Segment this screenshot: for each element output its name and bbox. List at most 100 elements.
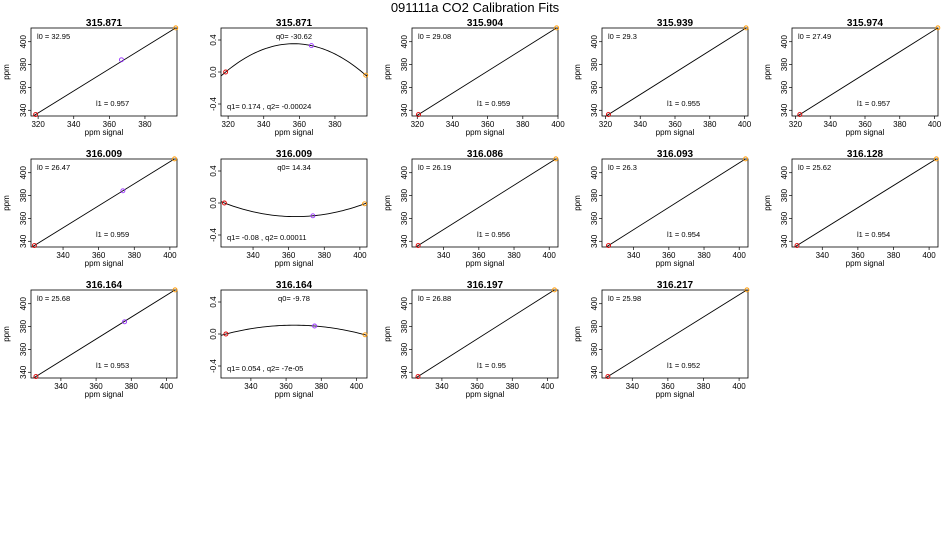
x-axis-label: ppm signal [656,128,695,137]
x-tick-label: 360 [92,251,106,260]
panel-title: 315.974 [847,18,884,29]
x-tick-label: 380 [315,382,329,391]
x-tick-label: 340 [435,382,449,391]
fit-slope-label: l1 = 0.957 [857,99,890,108]
y-tick-label: 360 [590,211,599,225]
fit-group [31,159,176,247]
x-axis-label: ppm signal [275,259,314,268]
data-point-mid [120,188,126,194]
y-tick-label: 380 [19,57,28,71]
plot-frame [30,27,178,117]
data-point-high [743,25,749,31]
data-point-mid [308,43,314,49]
x-axis-label: ppm signal [656,390,695,399]
x-tick-label: 380 [125,382,139,391]
y-tick-label: -0.4 [209,359,218,373]
fit-intercept-label: l0 = 26.3 [608,163,637,172]
y-tick-label: 360 [400,80,409,94]
panel-title: 316.217 [657,280,694,291]
data-point-low [221,200,227,206]
y-tick-label: 340 [400,103,409,117]
data-point-high [554,25,560,31]
fit-slope-label: l1 = 0.956 [477,230,510,239]
x-tick-label: 340 [627,251,641,260]
y-tick-label: 340 [400,365,409,379]
data-point-low [605,112,611,117]
fit-group [32,290,176,378]
y-tick-label: 0.4 [209,296,218,308]
fit-group [793,159,938,247]
panel-8: 316.086 340 360 380 400 340 360 380 400 ppm signa… [383,149,559,268]
y-tick-label: 400 [400,165,409,179]
y-axis-label: ppm [763,64,772,80]
fit-line [605,159,747,247]
panel-title: 316.009 [276,149,313,160]
y-tick-label: 340 [780,103,789,117]
y-tick-label: 360 [780,211,789,225]
y-axis-label: ppm [383,326,392,342]
fit-q0-label: q0= -30.62 [276,32,312,41]
x-tick-label: 340 [67,120,81,129]
x-tick-label: 360 [470,382,484,391]
fit-line [793,159,938,247]
y-tick-label: 380 [400,188,409,202]
x-axis-label: ppm signal [466,259,505,268]
x-tick-label: 400 [541,382,555,391]
panel-6: 316.009 340 360 380 400 340 360 380 400 ppm signa… [2,149,178,268]
y-tick-label: 0.0 [209,328,218,340]
y-tick-label: 400 [590,296,599,310]
y-tick-label: 360 [19,80,28,94]
data-point-low [606,243,611,248]
x-tick-label: 360 [89,382,103,391]
y-tick-label: 0.0 [209,66,218,78]
panel-title: 316.164 [86,280,123,291]
y-tick-label: 400 [590,34,599,48]
y-axis-label: ppm [573,326,582,342]
y-tick-label: 340 [19,103,28,117]
y-tick-label: 340 [19,234,28,248]
y-axis-label: ppm [763,195,772,211]
x-tick-label: 360 [668,120,682,129]
x-tick-label: 360 [103,120,117,129]
panel-title: 316.009 [86,149,123,160]
y-tick-label: 380 [19,188,28,202]
fit-slope-label: l1 = 0.959 [96,230,129,239]
panel-10: 316.128 340 360 380 400 340 360 380 400 ppm signa… [763,149,939,268]
y-tick-label: 340 [19,365,28,379]
x-tick-label: 400 [350,382,364,391]
fit-intercept-label: l0 = 26.19 [418,163,451,172]
fit-line [604,290,748,378]
x-tick-label: 340 [257,120,271,129]
y-tick-label: 380 [400,319,409,333]
panel-13: 316.197 340 360 380 400 340 360 380 400 ppm signa… [383,280,559,399]
x-tick-label: 400 [928,120,942,129]
data-point-mid [122,319,128,325]
figure-title: 091111a CO2 Calibration Fits [391,0,560,15]
y-axis-label: ppm [383,64,392,80]
panel-title: 316.128 [847,149,884,160]
fit-group [796,28,938,116]
x-axis-label: ppm signal [275,390,314,399]
x-tick-label: 360 [481,120,495,129]
fit-intercept-label: l0 = 25.62 [798,163,831,172]
x-axis-label: ppm signal [846,259,885,268]
fit-line [414,290,556,378]
y-tick-label: 340 [590,234,599,248]
y-tick-label: 360 [590,342,599,356]
data-point-high [744,287,750,293]
plot-frame [30,158,178,248]
data-point-high [173,25,179,31]
x-tick-label: 340 [816,251,830,260]
x-tick-label: 380 [318,251,332,260]
x-tick-label: 340 [246,251,260,260]
data-point-low [415,374,421,379]
y-tick-label: 380 [780,57,789,71]
y-tick-label: 380 [780,188,789,202]
x-tick-label: 360 [282,251,296,260]
x-axis-label: ppm signal [846,128,885,137]
x-tick-label: 380 [328,120,342,129]
panel-title: 315.904 [467,18,504,29]
x-tick-label: 320 [599,120,613,129]
fit-slope-label: l1 = 0.95 [477,361,506,370]
